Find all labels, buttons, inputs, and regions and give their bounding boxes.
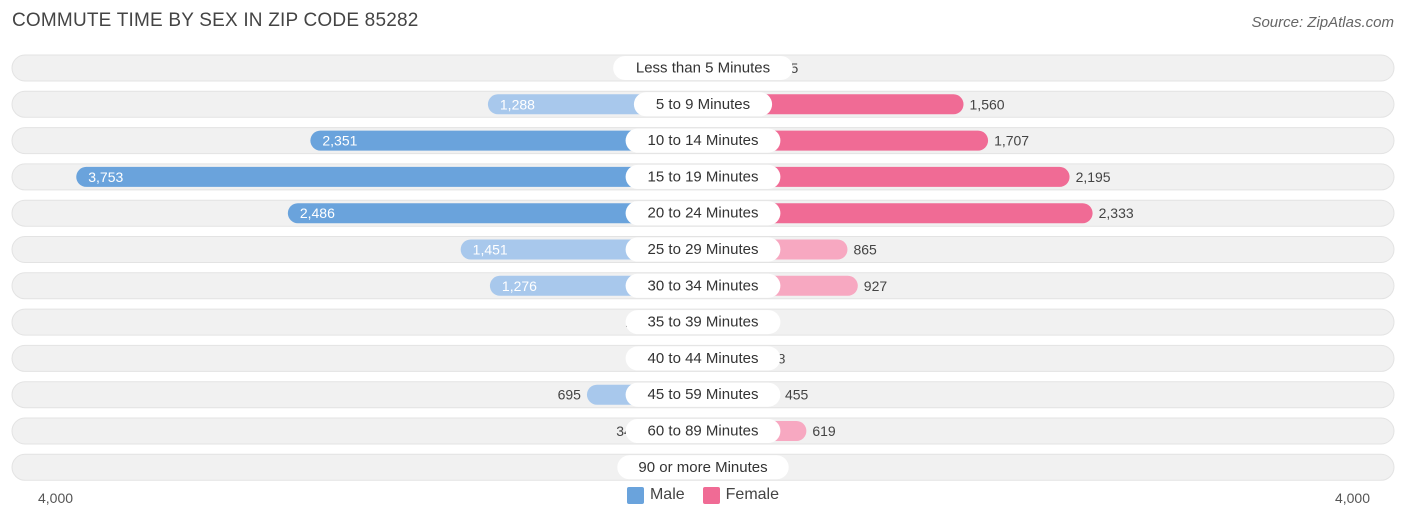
category-label: 25 to 29 Minutes [648, 241, 759, 258]
legend-item-male[interactable]: Male [626, 486, 685, 504]
category-pill [625, 419, 781, 443]
axis-right-label: 4,000 [1334, 490, 1370, 506]
male-value-label: 1,288 [500, 96, 535, 112]
category-label: 35 to 39 Minutes [648, 314, 759, 331]
category-pill [625, 346, 781, 371]
female-value-label: 1,560 [970, 96, 1005, 112]
category-label: 20 to 24 Minutes [648, 205, 759, 222]
category-pill [625, 382, 781, 407]
legend-item-female[interactable]: Female [702, 486, 780, 504]
male-value-label: 2,486 [300, 205, 335, 221]
chart-source: Source: ZipAtlas.com [1251, 14, 1394, 31]
axis-left-label: 4,000 [38, 490, 74, 506]
female-value-label: 1,707 [994, 133, 1029, 149]
category-pill [625, 128, 781, 153]
female-value-label: 619 [812, 423, 836, 439]
female-value-label: 2,333 [1099, 205, 1134, 221]
category-label: 45 to 59 Minutes [648, 386, 759, 403]
male-value-label: 1,451 [473, 242, 508, 258]
category-pill [625, 273, 781, 298]
male-value-label: 1,276 [502, 278, 537, 294]
bar-male[interactable] [310, 130, 703, 151]
legend-swatch-male [626, 486, 644, 504]
category-pill [625, 201, 781, 226]
legend-label-female: Female [725, 486, 780, 503]
chart-title: COMMUTE TIME BY SEX IN ZIP CODE 85282 [12, 10, 419, 31]
female-value-label: 927 [864, 278, 888, 294]
category-pill [625, 164, 781, 189]
bar-male[interactable] [76, 166, 703, 187]
legend-label-male: Male [649, 486, 685, 503]
category-label: 15 to 19 Minutes [648, 168, 759, 185]
female-value-label: 455 [785, 387, 809, 403]
legend: Male Female [0, 486, 1406, 504]
category-label: 40 to 44 Minutes [648, 350, 759, 367]
category-label: 10 to 14 Minutes [648, 132, 759, 149]
male-value-label: 3,753 [88, 169, 123, 185]
female-value-label: 2,195 [1076, 169, 1111, 185]
category-pill [633, 92, 773, 117]
category-label: 30 to 34 Minutes [648, 277, 759, 294]
category-pill [613, 56, 793, 80]
male-value-label: 2,351 [322, 133, 357, 149]
category-label: 60 to 89 Minutes [648, 423, 759, 440]
bar-female[interactable] [703, 203, 1093, 224]
category-pill [617, 455, 789, 480]
category-label: 90 or more Minutes [638, 459, 767, 476]
bar-male[interactable] [287, 203, 703, 224]
category-label: Less than 5 Minutes [636, 60, 770, 77]
category-label: 5 to 9 Minutes [656, 96, 750, 113]
male-value-label: 695 [558, 387, 582, 403]
bar-female[interactable] [703, 166, 1070, 187]
legend-swatch-female [702, 486, 720, 504]
category-pill [625, 237, 781, 262]
female-value-label: 865 [853, 242, 877, 258]
category-pill [625, 310, 781, 335]
